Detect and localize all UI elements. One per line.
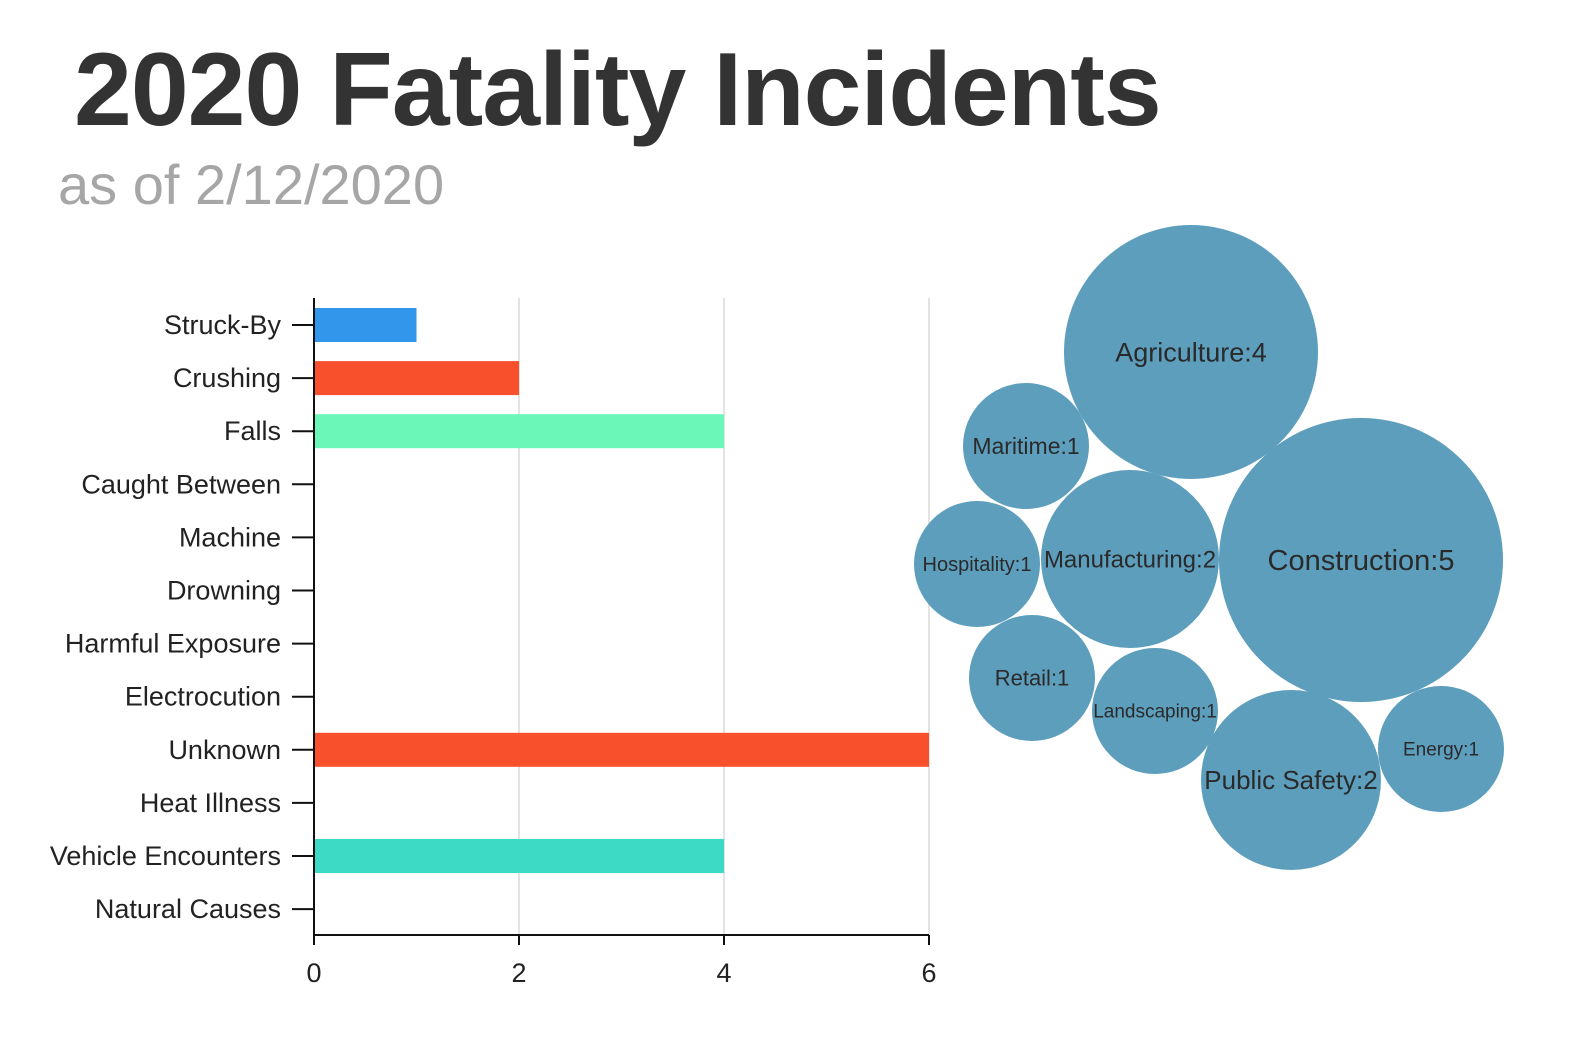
- bubble-circle: [914, 501, 1040, 627]
- bubble-circle: [1201, 690, 1381, 870]
- chart-title: 2020 Fatality Incidents: [74, 32, 1162, 148]
- bubble-hospitality: Hospitality:1: [914, 501, 1040, 627]
- bar-struck-by: [314, 308, 417, 342]
- bubble-construction: Construction:5: [1219, 418, 1503, 702]
- bubble-label: Retail:1: [995, 666, 1070, 691]
- y-tick-label: Unknown: [168, 735, 281, 765]
- bubble-circle: [963, 383, 1089, 509]
- bubble-circle: [1041, 470, 1219, 648]
- bubble-maritime: Maritime:1: [963, 383, 1089, 509]
- y-tick-label: Drowning: [167, 576, 281, 606]
- bubble-label: Agriculture:4: [1115, 337, 1267, 367]
- bubble-landscaping: Landscaping:1: [1092, 648, 1218, 774]
- y-tick-label: Natural Causes: [95, 894, 281, 924]
- bubble-label: Construction:5: [1268, 545, 1455, 577]
- bar-vehicle-encounters: [314, 839, 724, 873]
- bubble-circle: [1064, 225, 1318, 479]
- x-tick-label: 0: [306, 958, 321, 988]
- y-tick-label: Heat Illness: [140, 788, 281, 818]
- bubble-circle: [969, 615, 1095, 741]
- x-tick-label: 6: [921, 958, 936, 988]
- bubble-label: Energy:1: [1403, 740, 1479, 761]
- bubble-label: Maritime:1: [972, 433, 1079, 459]
- x-tick-label: 2: [511, 958, 526, 988]
- x-tick-label: 4: [716, 958, 731, 988]
- bubble-label: Landscaping:1: [1093, 702, 1217, 723]
- y-tick-label: Struck-By: [164, 310, 282, 340]
- bubble-retail: Retail:1: [969, 615, 1095, 741]
- bubble-circle: [1378, 686, 1504, 812]
- bubble-label: Public Safety:2: [1204, 765, 1377, 795]
- bubble-manufacturing: Manufacturing:2: [1041, 470, 1219, 648]
- chart-subtitle: as of 2/12/2020: [58, 153, 445, 216]
- y-tick-label: Crushing: [173, 363, 281, 393]
- bubble-circle: [1092, 648, 1218, 774]
- y-tick-label: Electrocution: [125, 682, 281, 712]
- bar-falls: [314, 414, 724, 449]
- bar-unknown: [314, 732, 929, 767]
- y-tick-label: Caught Between: [81, 469, 281, 499]
- bubble-energy: Energy:1: [1378, 686, 1504, 812]
- bar-crushing: [314, 361, 519, 396]
- y-tick-label: Vehicle Encounters: [50, 841, 281, 871]
- bubble-circle: [1219, 418, 1503, 702]
- y-tick-label: Harmful Exposure: [65, 629, 281, 659]
- y-tick-label: Machine: [179, 522, 281, 552]
- bubble-agriculture: Agriculture:4: [1064, 225, 1318, 479]
- bubble-public-safety: Public Safety:2: [1201, 690, 1381, 870]
- bubble-label: Hospitality:1: [923, 554, 1032, 576]
- y-tick-label: Falls: [224, 416, 281, 446]
- bubble-label: Manufacturing:2: [1044, 546, 1216, 573]
